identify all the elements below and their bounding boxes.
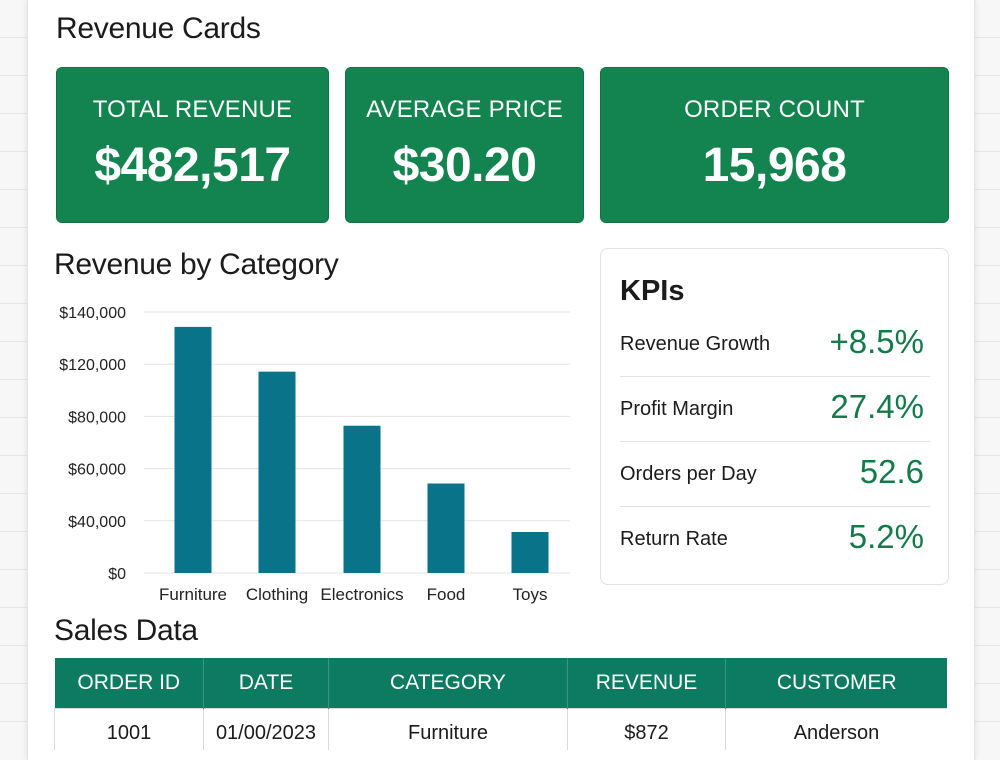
revenue-cards-title: Revenue Cards [56,12,261,45]
column-header-order-id[interactable]: ORDER ID [54,658,204,709]
sales-data-title: Sales Data [54,614,198,647]
kpi-row-orders-per-day: Orders per Day 52.6 [620,441,930,507]
kpi-title: KPIs [620,275,685,307]
total-revenue-card[interactable]: TOTAL REVENUE $482,517 [56,67,329,223]
sales-data-table: ORDER ID DATE CATEGORY REVENUE CUSTOMER … [54,658,947,750]
cell-order-id: 1001 [54,708,204,750]
cell-customer: Anderson [725,708,947,750]
average-price-card[interactable]: AVERAGE PRICE $30.20 [345,67,584,223]
kpi-value: 52.6 [859,453,924,490]
card-label: ORDER COUNT [684,96,865,123]
column-header-date[interactable]: DATE [203,658,329,709]
card-label: AVERAGE PRICE [366,96,563,123]
kpi-label: Return Rate [620,528,728,550]
kpi-value: 5.2% [848,518,924,555]
column-header-revenue[interactable]: REVENUE [567,658,726,709]
card-value: $482,517 [94,139,291,192]
kpi-row-return-rate: Return Rate 5.2% [620,506,930,571]
column-header-customer[interactable]: CUSTOMER [725,658,947,709]
table-row[interactable]: 1001 01/00/2023 Furniture $872 Anderson [54,708,947,750]
kpi-value: 27.4% [830,388,924,425]
card-value: 15,968 [702,139,847,192]
card-label: TOTAL REVENUE [92,96,293,123]
kpi-panel: KPIs Revenue Growth +8.5% Profit Margin … [600,248,949,585]
kpi-label: Orders per Day [620,463,757,485]
kpi-label: Revenue Growth [620,333,771,355]
kpi-row-profit-margin: Profit Margin 27.4% [620,376,930,442]
cell-date: 01/00/2023 [203,708,329,750]
kpi-value: +8.5% [829,323,925,360]
cell-category: Furniture [328,708,568,750]
kpi-label: Profit Margin [620,398,734,420]
column-header-category[interactable]: CATEGORY [328,658,568,709]
order-count-card[interactable]: ORDER COUNT 15,968 [600,67,949,223]
table-header-row: ORDER ID DATE CATEGORY REVENUE CUSTOMER [54,658,947,709]
card-value: $30.20 [392,139,537,192]
kpi-row-revenue-growth: Revenue Growth +8.5% [620,311,930,377]
chart-title: Revenue by Category [54,248,339,281]
cell-revenue: $872 [567,708,726,750]
